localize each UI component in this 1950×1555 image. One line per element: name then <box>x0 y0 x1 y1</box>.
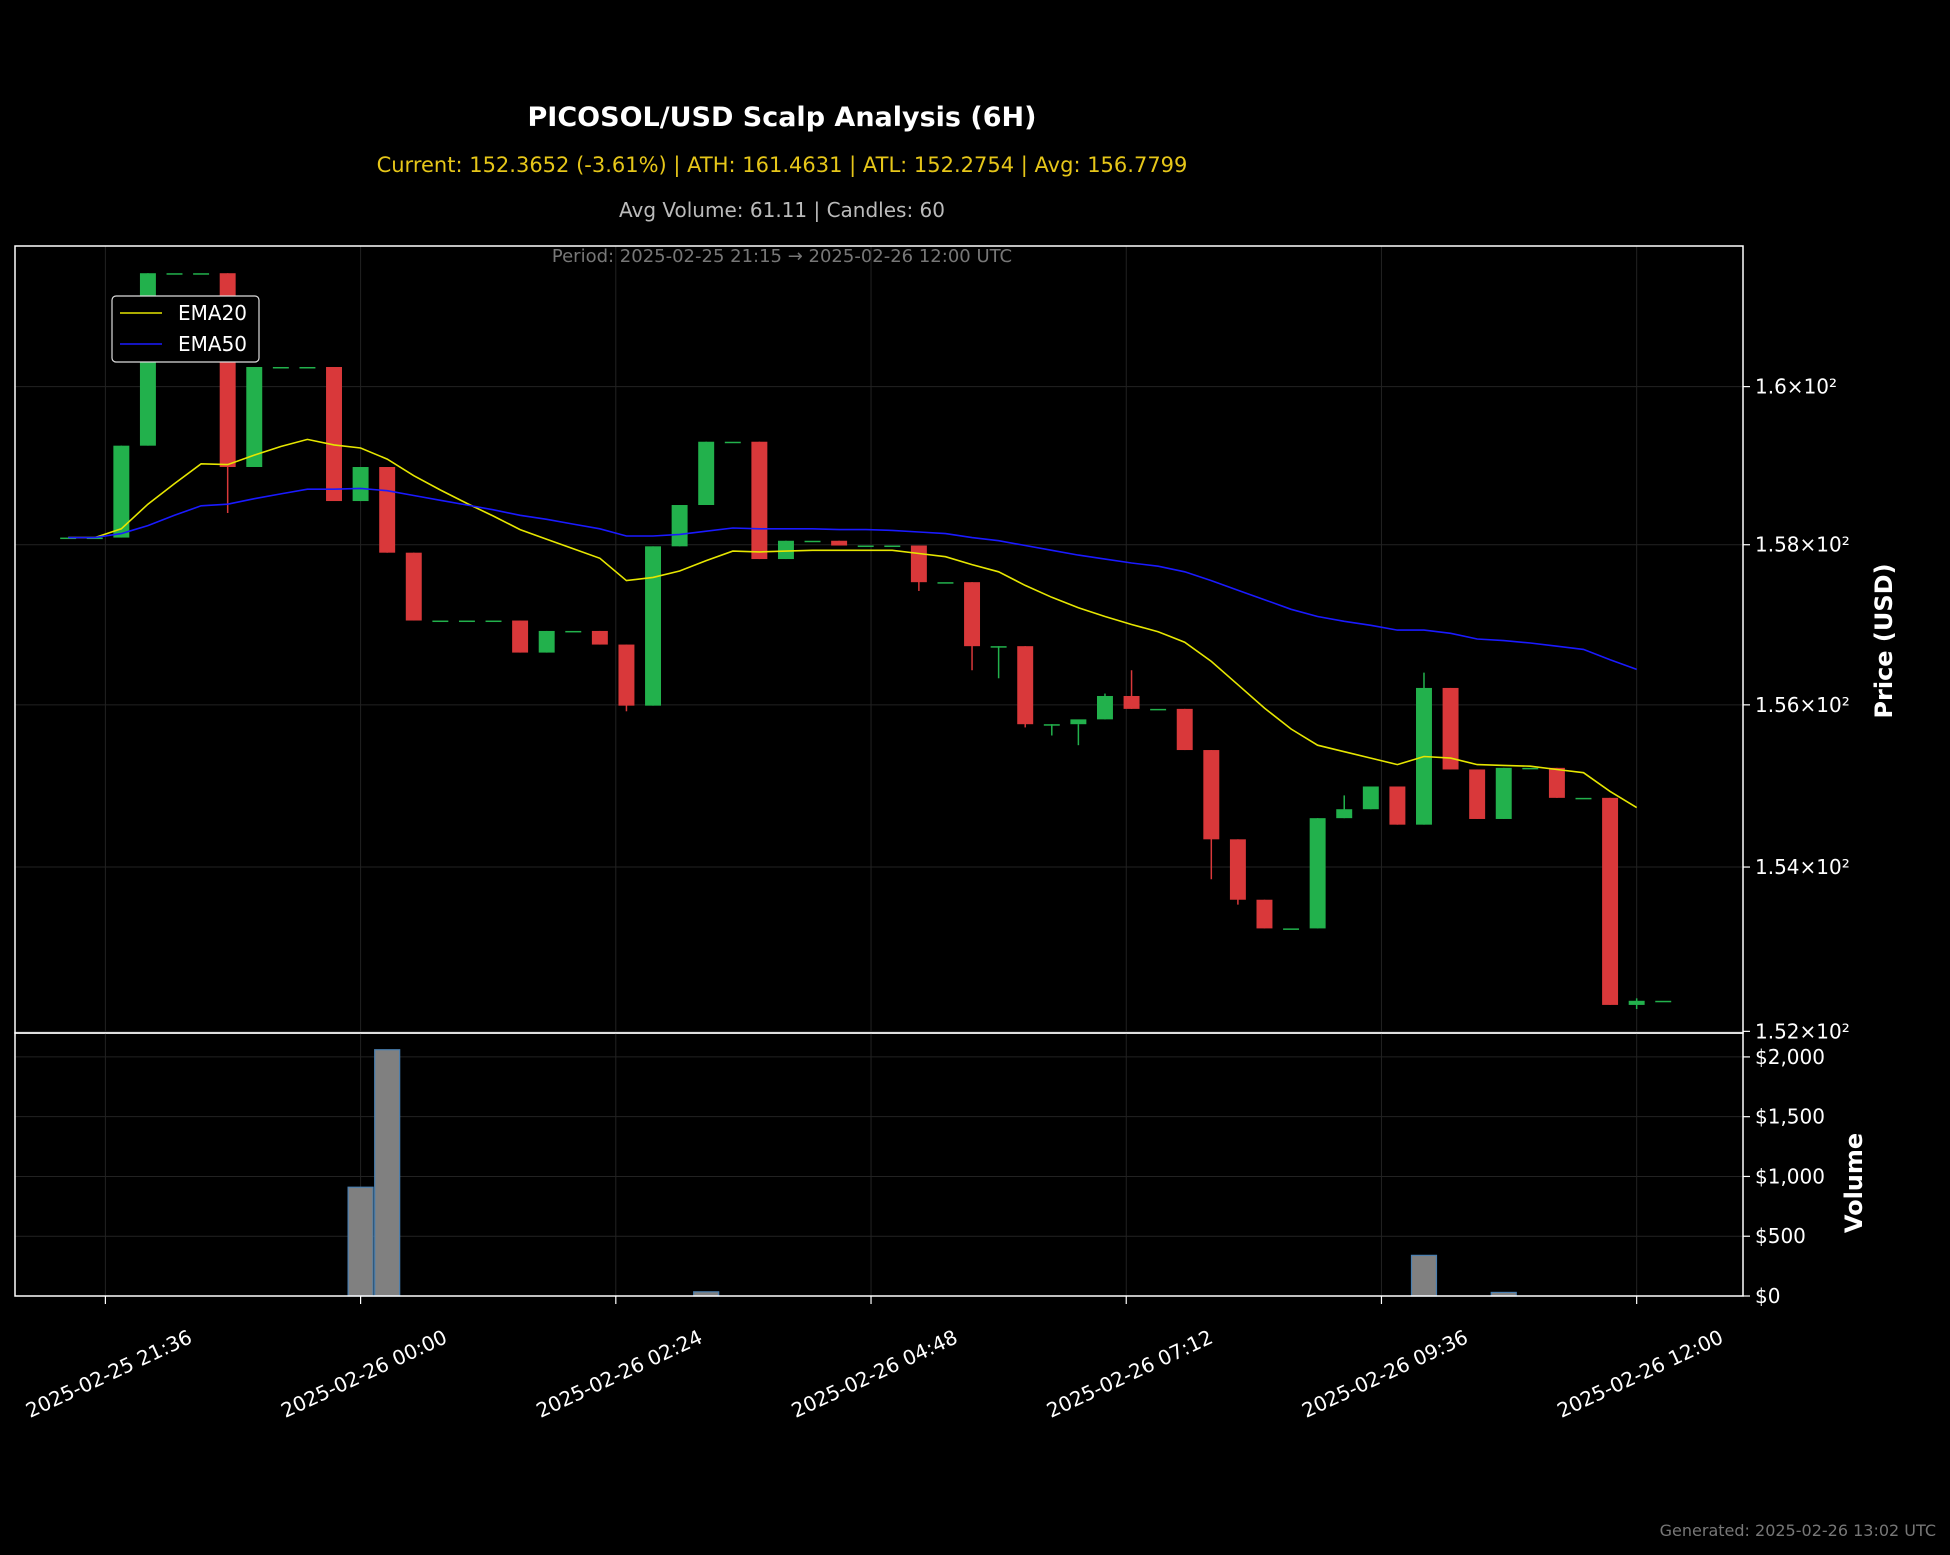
volume-bar <box>1410 1254 1438 1297</box>
candle-body-bull <box>1283 928 1300 930</box>
candle-body-bull <box>698 441 715 506</box>
candle-body-bull <box>804 540 821 543</box>
price-tick-label: 1.56×10² <box>1755 693 1850 717</box>
price-tick-label: 1.52×10² <box>1755 1019 1850 1043</box>
candle-body-bull <box>1309 818 1326 929</box>
candle-body-bull <box>937 582 954 584</box>
candle-body-bear <box>405 552 422 621</box>
candle-body-bear <box>1017 646 1034 725</box>
candle-body-bull <box>272 366 289 369</box>
candle-body-bear <box>618 644 635 706</box>
candle-body-bull <box>1655 1000 1672 1003</box>
volume-frame <box>14 1032 1744 1297</box>
candle-body-bull <box>990 646 1007 648</box>
volume-tick-label: $2,000 <box>1755 1045 1825 1069</box>
volume-axis-label: Volume <box>1840 1133 1868 1233</box>
volume-subtitle: Avg Volume: 61.11 | Candles: 60 <box>619 198 945 222</box>
candle-body-bear <box>1256 899 1273 929</box>
candle-body-bull <box>432 620 449 623</box>
candle-body-bear <box>1442 687 1459 770</box>
price-tick-label: 1.54×10² <box>1755 855 1850 879</box>
candle-body-bull <box>1628 1000 1645 1005</box>
candle-body-bull <box>1043 724 1060 726</box>
candle-body-bull <box>60 537 77 540</box>
candle-body-bull <box>1575 797 1592 800</box>
candle-body-bull <box>645 546 662 706</box>
candle-body-bear <box>1229 839 1246 900</box>
candle-body-bear <box>591 630 608 645</box>
volume-bar <box>374 1049 401 1297</box>
price-tick-label: 1.6×10² <box>1755 375 1837 399</box>
candle-body-bull <box>671 505 688 547</box>
price-tick-label: 1.58×10² <box>1755 533 1850 557</box>
candle-body-bear <box>1123 695 1140 709</box>
legend-label-ema50: EMA50 <box>178 332 247 356</box>
volume-panel: $0 $500 $1,000 $1,500 $2,000 <box>14 1032 1825 1308</box>
candle-body-bear <box>512 620 529 653</box>
candle-body-bull <box>1150 708 1167 711</box>
candle-body-bear <box>1389 786 1406 825</box>
candle-body-bull <box>857 545 874 548</box>
candle-body-bear <box>326 366 342 502</box>
generated-timestamp: Generated: 2025-02-26 13:02 UTC <box>1660 1521 1936 1540</box>
candle-body-bear <box>1203 750 1220 840</box>
candle-body-bull <box>1362 786 1379 810</box>
candle-body-bull <box>1096 695 1113 720</box>
candle-body-bull <box>777 540 794 560</box>
candle-body-bull <box>458 620 475 623</box>
candle-body-bear <box>1469 769 1486 819</box>
candle-body-bull <box>166 273 183 275</box>
period-subtitle: Period: 2025-02-25 21:15 → 2025-02-26 12… <box>552 246 1012 267</box>
candle-body-bear <box>1176 708 1193 751</box>
candle-body-bull <box>113 445 130 538</box>
candle-body-bull <box>299 366 316 369</box>
candle-body-bull <box>1336 809 1353 819</box>
price-axis-label: Price (USD) <box>1870 563 1898 718</box>
legend: EMA20 EMA50 <box>111 295 260 363</box>
candle-body-bear <box>1602 797 1619 1005</box>
volume-tick-label: $0 <box>1755 1284 1780 1308</box>
candle-body-bull <box>485 620 502 623</box>
candle-body-bear <box>1548 767 1565 798</box>
candle-body-bear <box>910 545 927 583</box>
candle-body-bear <box>831 540 848 546</box>
candle-body-bull <box>246 366 263 468</box>
ema20-line <box>68 438 1638 809</box>
candle-body-bull <box>538 630 555 653</box>
candle-body-bear <box>379 467 396 553</box>
candle-body-bull <box>724 441 741 444</box>
candle-body-bull <box>352 467 369 502</box>
legend-label-ema20: EMA20 <box>178 301 247 325</box>
ema50-line <box>68 487 1637 671</box>
volume-tick-label: $1,500 <box>1755 1105 1825 1129</box>
candle-body-bull <box>565 630 582 633</box>
candle-body-bull <box>1522 767 1539 770</box>
candle-body-bear <box>751 441 768 560</box>
candle-body-bull <box>1495 767 1512 819</box>
candle-body-bull <box>1070 719 1087 725</box>
candle-body-bull <box>884 545 901 548</box>
chart-title: PICOSOL/USD Scalp Analysis (6H) <box>528 102 1037 133</box>
candle-body-bear <box>964 582 981 647</box>
volume-tick-label: $1,000 <box>1755 1164 1825 1188</box>
candle-body-bull <box>193 273 210 275</box>
volume-bar <box>347 1186 374 1297</box>
volume-tick-label: $500 <box>1755 1224 1806 1248</box>
stats-subtitle: Current: 152.3652 (-3.61%) | ATH: 161.46… <box>377 153 1188 178</box>
